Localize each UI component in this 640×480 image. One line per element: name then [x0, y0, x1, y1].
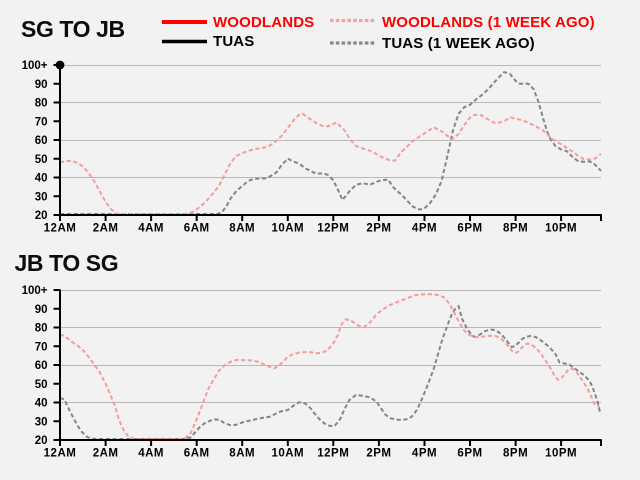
svg-text:50: 50: [35, 154, 48, 166]
svg-text:8AM: 8AM: [229, 223, 255, 235]
svg-text:30: 30: [35, 191, 48, 203]
svg-text:100+: 100+: [22, 285, 48, 297]
svg-text:4AM: 4AM: [138, 448, 164, 460]
svg-text:40: 40: [35, 398, 48, 410]
svg-text:8AM: 8AM: [229, 448, 255, 460]
svg-text:30: 30: [35, 416, 48, 428]
svg-text:2AM: 2AM: [93, 223, 119, 235]
svg-text:4AM: 4AM: [138, 223, 164, 235]
svg-text:4PM: 4PM: [412, 448, 437, 460]
svg-text:60: 60: [35, 135, 48, 147]
svg-text:12AM: 12AM: [44, 448, 77, 460]
svg-text:12PM: 12PM: [317, 223, 349, 235]
svg-text:12PM: 12PM: [317, 448, 349, 460]
svg-text:10PM: 10PM: [545, 223, 577, 235]
svg-text:6AM: 6AM: [184, 223, 210, 235]
svg-text:10AM: 10AM: [271, 223, 304, 235]
svg-text:8PM: 8PM: [503, 223, 528, 235]
svg-text:20: 20: [35, 435, 48, 447]
svg-text:6AM: 6AM: [184, 448, 210, 460]
svg-text:70: 70: [35, 341, 48, 353]
svg-text:2PM: 2PM: [366, 448, 391, 460]
svg-text:2PM: 2PM: [366, 223, 391, 235]
svg-text:12AM: 12AM: [44, 223, 77, 235]
svg-text:100+: 100+: [22, 60, 48, 72]
svg-text:10PM: 10PM: [545, 448, 577, 460]
svg-text:4PM: 4PM: [412, 223, 437, 235]
svg-text:6PM: 6PM: [457, 448, 482, 460]
svg-text:80: 80: [35, 323, 48, 335]
svg-text:50: 50: [35, 379, 48, 391]
svg-text:6PM: 6PM: [457, 223, 482, 235]
svg-text:80: 80: [35, 98, 48, 110]
svg-text:40: 40: [35, 173, 48, 185]
svg-text:2AM: 2AM: [93, 448, 119, 460]
svg-text:90: 90: [35, 304, 48, 316]
svg-text:60: 60: [35, 360, 48, 372]
svg-text:90: 90: [35, 79, 48, 91]
svg-text:8PM: 8PM: [503, 448, 528, 460]
svg-text:70: 70: [35, 116, 48, 128]
svg-text:20: 20: [35, 210, 48, 222]
svg-text:10AM: 10AM: [271, 448, 304, 460]
